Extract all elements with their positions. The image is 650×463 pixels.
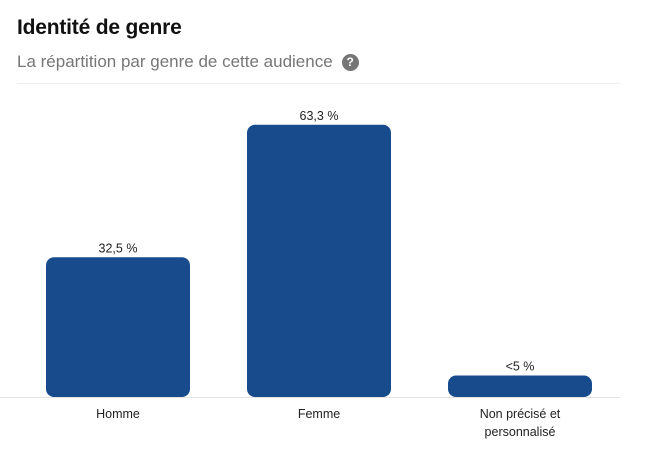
category-label-2-line-1: personnalisé <box>485 425 556 439</box>
question-circle-icon[interactable]: ? <box>341 53 359 71</box>
chart-title: Identité de genre <box>17 16 182 39</box>
chart-subtitle: La répartition par genre de cette audien… <box>17 52 333 71</box>
category-label-2-line-0: Non précisé et <box>480 407 561 421</box>
bar-2[interactable] <box>448 375 592 398</box>
category-label-0: Homme <box>96 407 140 421</box>
bar-0[interactable] <box>46 257 190 397</box>
bar-value-label-2: <5 % <box>506 360 535 374</box>
bar-value-label-1: 63,3 % <box>300 109 339 123</box>
header-divider <box>17 83 620 84</box>
subtitle-row: La répartition par genre de cette audien… <box>17 52 359 72</box>
bar-value-label-0: 32,5 % <box>99 241 138 255</box>
category-label-1: Femme <box>298 407 340 421</box>
bar-1[interactable] <box>247 124 391 397</box>
